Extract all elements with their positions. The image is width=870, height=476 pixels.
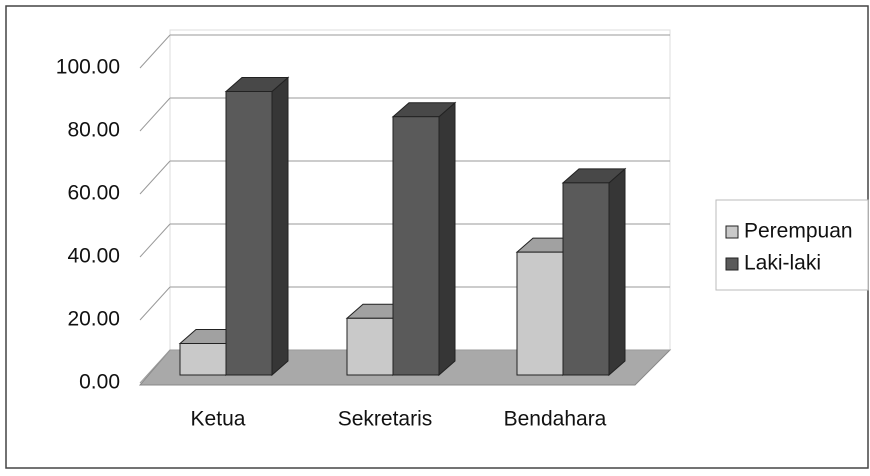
- side-grid-line: [139, 349, 171, 384]
- bar-side: [608, 167, 626, 377]
- bar: [392, 116, 440, 376]
- bar-side: [438, 101, 456, 377]
- bar-side: [271, 76, 289, 377]
- legend-label: Laki-laki: [744, 252, 821, 275]
- side-grid-line: [139, 160, 171, 195]
- y-tick-label: 100.00: [56, 56, 120, 79]
- legend-swatch: [725, 257, 739, 271]
- x-tick-label: Ketua: [191, 408, 246, 431]
- bar: [562, 182, 610, 376]
- side-grid-line: [139, 223, 171, 258]
- side-grid-line: [139, 97, 171, 132]
- side-grid-line: [139, 34, 171, 69]
- x-tick-label: Sekretaris: [338, 408, 433, 431]
- legend-swatch: [725, 225, 739, 239]
- legend: [715, 199, 869, 291]
- y-tick-label: 60.00: [67, 182, 120, 205]
- bar: [179, 343, 227, 376]
- y-tick-label: 0.00: [79, 371, 120, 394]
- legend-label: Perempuan: [744, 220, 853, 243]
- y-tick-label: 20.00: [67, 308, 120, 331]
- x-tick-label: Bendahara: [504, 408, 607, 431]
- bar: [516, 251, 564, 376]
- bar: [225, 91, 273, 376]
- side-grid-line: [139, 286, 171, 321]
- y-tick-label: 40.00: [67, 245, 120, 268]
- bar: [346, 317, 394, 376]
- y-tick-label: 80.00: [67, 119, 120, 142]
